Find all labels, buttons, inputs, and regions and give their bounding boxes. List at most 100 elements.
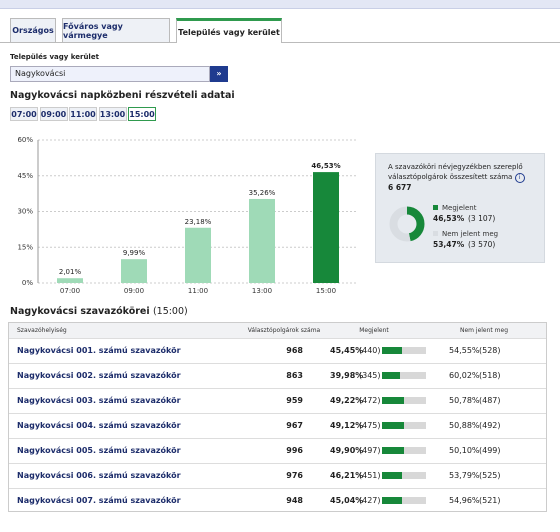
table-row: Nagykovácsi 002. számú szavazókör 863 39,9… <box>9 363 546 388</box>
time-button[interactable]: 09:00 <box>39 107 68 121</box>
table: Szavazóhelyiség Választópolgárok száma Meg… <box>8 322 547 512</box>
progress-bar <box>382 422 404 429</box>
polling-station[interactable]: Nagykovácsi 007. számú szavazókör <box>17 496 181 505</box>
absent-count: (518) <box>479 371 501 380</box>
polling-station[interactable]: Nagykovácsi 004. számú szavazókör <box>17 421 181 430</box>
absent-pct: 60,02% <box>449 371 480 380</box>
absent-pct: 54,55% <box>449 346 480 355</box>
bar <box>185 227 211 283</box>
time-button[interactable]: 13:00 <box>98 107 127 121</box>
progress-track <box>382 372 426 379</box>
y-tick-label: 45% <box>17 172 33 180</box>
absent-pct: 50,10% <box>449 446 480 455</box>
bar <box>57 278 83 283</box>
polling-station[interactable]: Nagykovácsi 005. számú szavazókör <box>17 446 181 455</box>
column-header: Nem jelent meg <box>459 327 509 334</box>
absent-pct: 53,79% <box>449 471 480 480</box>
column-header: Megjelent <box>359 327 389 334</box>
bar <box>121 259 147 283</box>
absent-count: (487) <box>479 396 501 405</box>
selector-label: Település vagy kerület <box>10 53 99 61</box>
polling-station[interactable]: Nagykovácsi 006. számú szavazókör <box>17 471 181 480</box>
absent-pct: 54,96% <box>449 496 480 505</box>
turnout-pct: 49,90% <box>330 446 364 455</box>
progress-bar <box>382 497 402 504</box>
summary-note: A szavazóköri névjegyzékben szereplő vál… <box>388 162 538 183</box>
turnout-pct: 49,12% <box>330 421 364 430</box>
table-row: Nagykovácsi 001. számú szavazókör 968 45,4… <box>9 338 546 363</box>
progress-track <box>382 397 426 404</box>
column-header: Választópolgárok száma <box>247 327 321 334</box>
turnout-count: (345) <box>359 371 381 380</box>
polling-station[interactable]: Nagykovácsi 003. számú szavazókör <box>17 396 181 405</box>
table-row: Nagykovácsi 004. számú szavazókör 967 49,1… <box>9 413 546 438</box>
absent-pct: 50,88% <box>449 421 480 430</box>
voters: 976 <box>286 471 303 480</box>
progress-track <box>382 347 426 354</box>
tab[interactable]: Település vagy kerület <box>176 18 282 43</box>
turnout-pct: 39,98% <box>330 371 364 380</box>
progress-track <box>382 497 426 504</box>
progress-track <box>382 422 426 429</box>
legend-swatch <box>433 231 438 236</box>
voters: 863 <box>286 371 303 380</box>
progress-bar <box>382 372 400 379</box>
donut: Megjelent 46,53% (3 107) Nem jelent meg 53,4… <box>389 204 498 249</box>
time-button[interactable]: 15:00 <box>128 107 156 121</box>
voters: 967 <box>286 421 303 430</box>
time-button[interactable]: 11:00 <box>69 107 97 121</box>
place-input[interactable]: Nagykovácsi <box>10 66 210 82</box>
time-button[interactable]: 07:00 <box>10 107 38 121</box>
legend-value: 46,53% <box>433 214 465 223</box>
turnout-pct: 49,22% <box>330 396 364 405</box>
x-tick-label: 07:00 <box>60 287 80 295</box>
turnout-count: (427) <box>359 496 381 505</box>
legend-value: 53,47% <box>433 240 465 249</box>
y-tick-label: 30% <box>17 208 33 216</box>
polling-station[interactable]: Nagykovácsi 002. számú szavazókör <box>17 371 181 380</box>
legend-count: (3 107) <box>468 214 495 223</box>
turnout-pct: 46,21% <box>330 471 364 480</box>
table-title-text: Nagykovácsi szavazókörei <box>10 306 150 317</box>
y-tick-label: 15% <box>17 243 33 251</box>
x-tick-label: 15:00 <box>316 287 336 295</box>
tab[interactable]: Főváros vagy vármegye <box>62 18 170 42</box>
value-label: 9,99% <box>123 249 146 257</box>
voters: 948 <box>286 496 303 505</box>
chart: 0% 15% 30% 45% 60% 07:00 2,01% 09:00 9,99% 11:00 2… <box>17 136 358 295</box>
turnout-count: (451) <box>359 471 381 480</box>
x-tick-label: 13:00 <box>252 287 272 295</box>
voters: 968 <box>286 346 303 355</box>
summary-note-text: A szavazóköri névjegyzékben szereplő vál… <box>388 163 523 181</box>
turnout-pct: 45,04% <box>330 496 364 505</box>
select-button[interactable]: » <box>210 66 228 82</box>
value-label: 23,18% <box>185 218 212 226</box>
value-label: 2,01% <box>59 268 82 276</box>
table-row: Nagykovácsi 007. számú szavazókör 948 45,0… <box>9 488 546 513</box>
table-subtitle: (15:00) <box>152 306 188 317</box>
section-title: Nagykovácsi napközbeni részvételi adatai <box>10 90 235 101</box>
tab[interactable]: Országos <box>10 18 56 42</box>
y-tick-label: 60% <box>17 136 33 144</box>
value-label: 35,26% <box>249 189 276 197</box>
turnout-count: (440) <box>359 346 381 355</box>
progress-track <box>382 472 426 479</box>
absent-count: (528) <box>479 346 501 355</box>
polling-station[interactable]: Nagykovácsi 001. számú szavazókör <box>17 346 181 355</box>
summary-total: 6 677 <box>388 183 412 192</box>
bar <box>249 198 275 283</box>
legend-swatch <box>433 205 438 210</box>
turnout-count: (497) <box>359 446 381 455</box>
absent-count: (499) <box>479 446 501 455</box>
value-label: 46,53% <box>311 162 340 170</box>
legend-name: Nem jelent meg <box>442 230 498 238</box>
info-icon[interactable]: i <box>514 173 525 183</box>
table-row: Nagykovácsi 003. számú szavazókör 959 49,2… <box>9 388 546 413</box>
turnout-count: (475) <box>359 421 381 430</box>
table-header <box>9 323 546 338</box>
x-tick-label: 11:00 <box>188 287 208 295</box>
progress-bar <box>382 447 404 454</box>
table-row: Nagykovácsi 006. számú szavazókör 976 46,2… <box>9 463 546 488</box>
table-row: Nagykovácsi 005. számú szavazókör 996 49,9… <box>9 438 546 463</box>
